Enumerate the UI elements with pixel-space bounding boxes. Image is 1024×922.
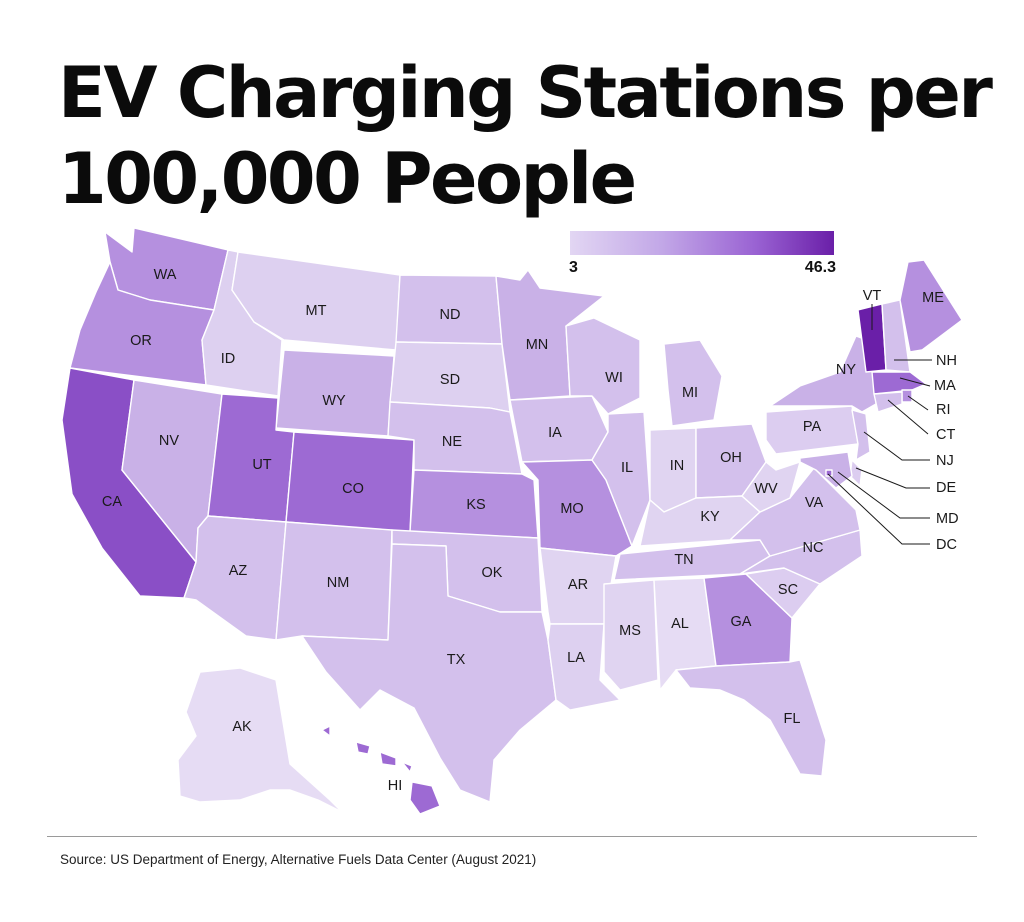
state-ms [603, 579, 659, 691]
label-mt: MT [306, 303, 327, 319]
leader-ct [887, 399, 929, 435]
state-nj [851, 409, 871, 461]
label-ga: GA [731, 614, 752, 630]
state-il [591, 411, 651, 547]
state-mn [495, 269, 605, 401]
label-ri: RI [936, 402, 951, 418]
label-fl: FL [784, 711, 801, 727]
label-wa: WA [154, 267, 177, 283]
label-sd: SD [440, 372, 460, 388]
label-md: MD [936, 511, 959, 527]
label-co: CO [342, 481, 364, 497]
label-ct: CT [936, 427, 955, 443]
label-ok: OK [482, 565, 503, 581]
label-id: ID [221, 351, 236, 367]
state-ak [177, 667, 343, 813]
label-wy: WY [322, 393, 346, 409]
leader-nj [863, 431, 930, 461]
label-ma: MA [934, 378, 956, 394]
label-wi: WI [605, 370, 623, 386]
state-ct [873, 391, 903, 413]
label-az: AZ [229, 563, 248, 579]
label-ut: UT [252, 457, 271, 473]
label-ar: AR [568, 577, 588, 593]
title-line-1: EV Charging Stations per [58, 52, 993, 134]
state-hi [321, 725, 441, 815]
label-ia: IA [548, 425, 562, 441]
label-nj: NJ [936, 453, 954, 469]
state-va [729, 467, 861, 557]
state-mi [663, 339, 723, 427]
label-de: DE [936, 480, 956, 496]
source-note: Source: US Department of Energy, Alterna… [60, 852, 537, 867]
label-la: LA [567, 650, 585, 666]
leader-ri [907, 395, 929, 411]
label-ca: CA [102, 494, 122, 510]
title-line-2: 100,000 People [58, 138, 637, 220]
label-nh: NH [936, 353, 957, 369]
label-nc: NC [803, 540, 824, 556]
label-al: AL [671, 616, 689, 632]
label-ny: NY [836, 362, 856, 378]
label-vt: VT [863, 288, 882, 304]
label-ms: MS [619, 623, 641, 639]
legend-max-label: 46.3 [804, 259, 836, 276]
legend-gradient-bar [570, 231, 834, 255]
leader-de [855, 467, 930, 489]
label-wv: WV [754, 481, 778, 497]
leader-md [837, 471, 930, 519]
label-ak: AK [232, 719, 252, 735]
state-wi [565, 317, 641, 415]
state-pa [765, 405, 859, 455]
state-ny [769, 335, 877, 413]
legend-min-label: 3 [569, 259, 578, 276]
label-dc: DC [936, 537, 957, 553]
leader-dc [827, 473, 930, 545]
label-oh: OH [720, 450, 742, 466]
color-legend: 3 46.3 [569, 231, 836, 277]
state-tx [301, 543, 557, 803]
label-il: IL [621, 460, 633, 476]
label-hi: HI [388, 778, 403, 794]
label-nm: NM [327, 575, 350, 591]
label-ks: KS [466, 497, 485, 513]
label-or: OR [130, 333, 152, 349]
label-pa: PA [803, 419, 822, 435]
state-ma [871, 371, 927, 395]
label-nd: ND [440, 307, 461, 323]
page-title: EV Charging Stations per 100,000 People [58, 50, 998, 222]
label-nv: NV [159, 433, 179, 449]
label-tn: TN [674, 552, 693, 568]
label-in: IN [670, 458, 685, 474]
label-sc: SC [778, 582, 798, 598]
label-mn: MN [526, 337, 549, 353]
divider [47, 836, 977, 837]
state-ks [409, 469, 539, 539]
state-fl [675, 659, 827, 777]
leader-ma [899, 377, 931, 387]
state-me [899, 259, 963, 353]
label-ky: KY [700, 509, 720, 525]
state-ri [901, 389, 913, 403]
state-dc [825, 469, 833, 477]
label-mi: MI [682, 385, 698, 401]
label-tx: TX [447, 652, 466, 668]
label-va: VA [805, 495, 824, 511]
label-mo: MO [560, 501, 583, 517]
label-ne: NE [442, 434, 462, 450]
label-me: ME [922, 290, 944, 306]
